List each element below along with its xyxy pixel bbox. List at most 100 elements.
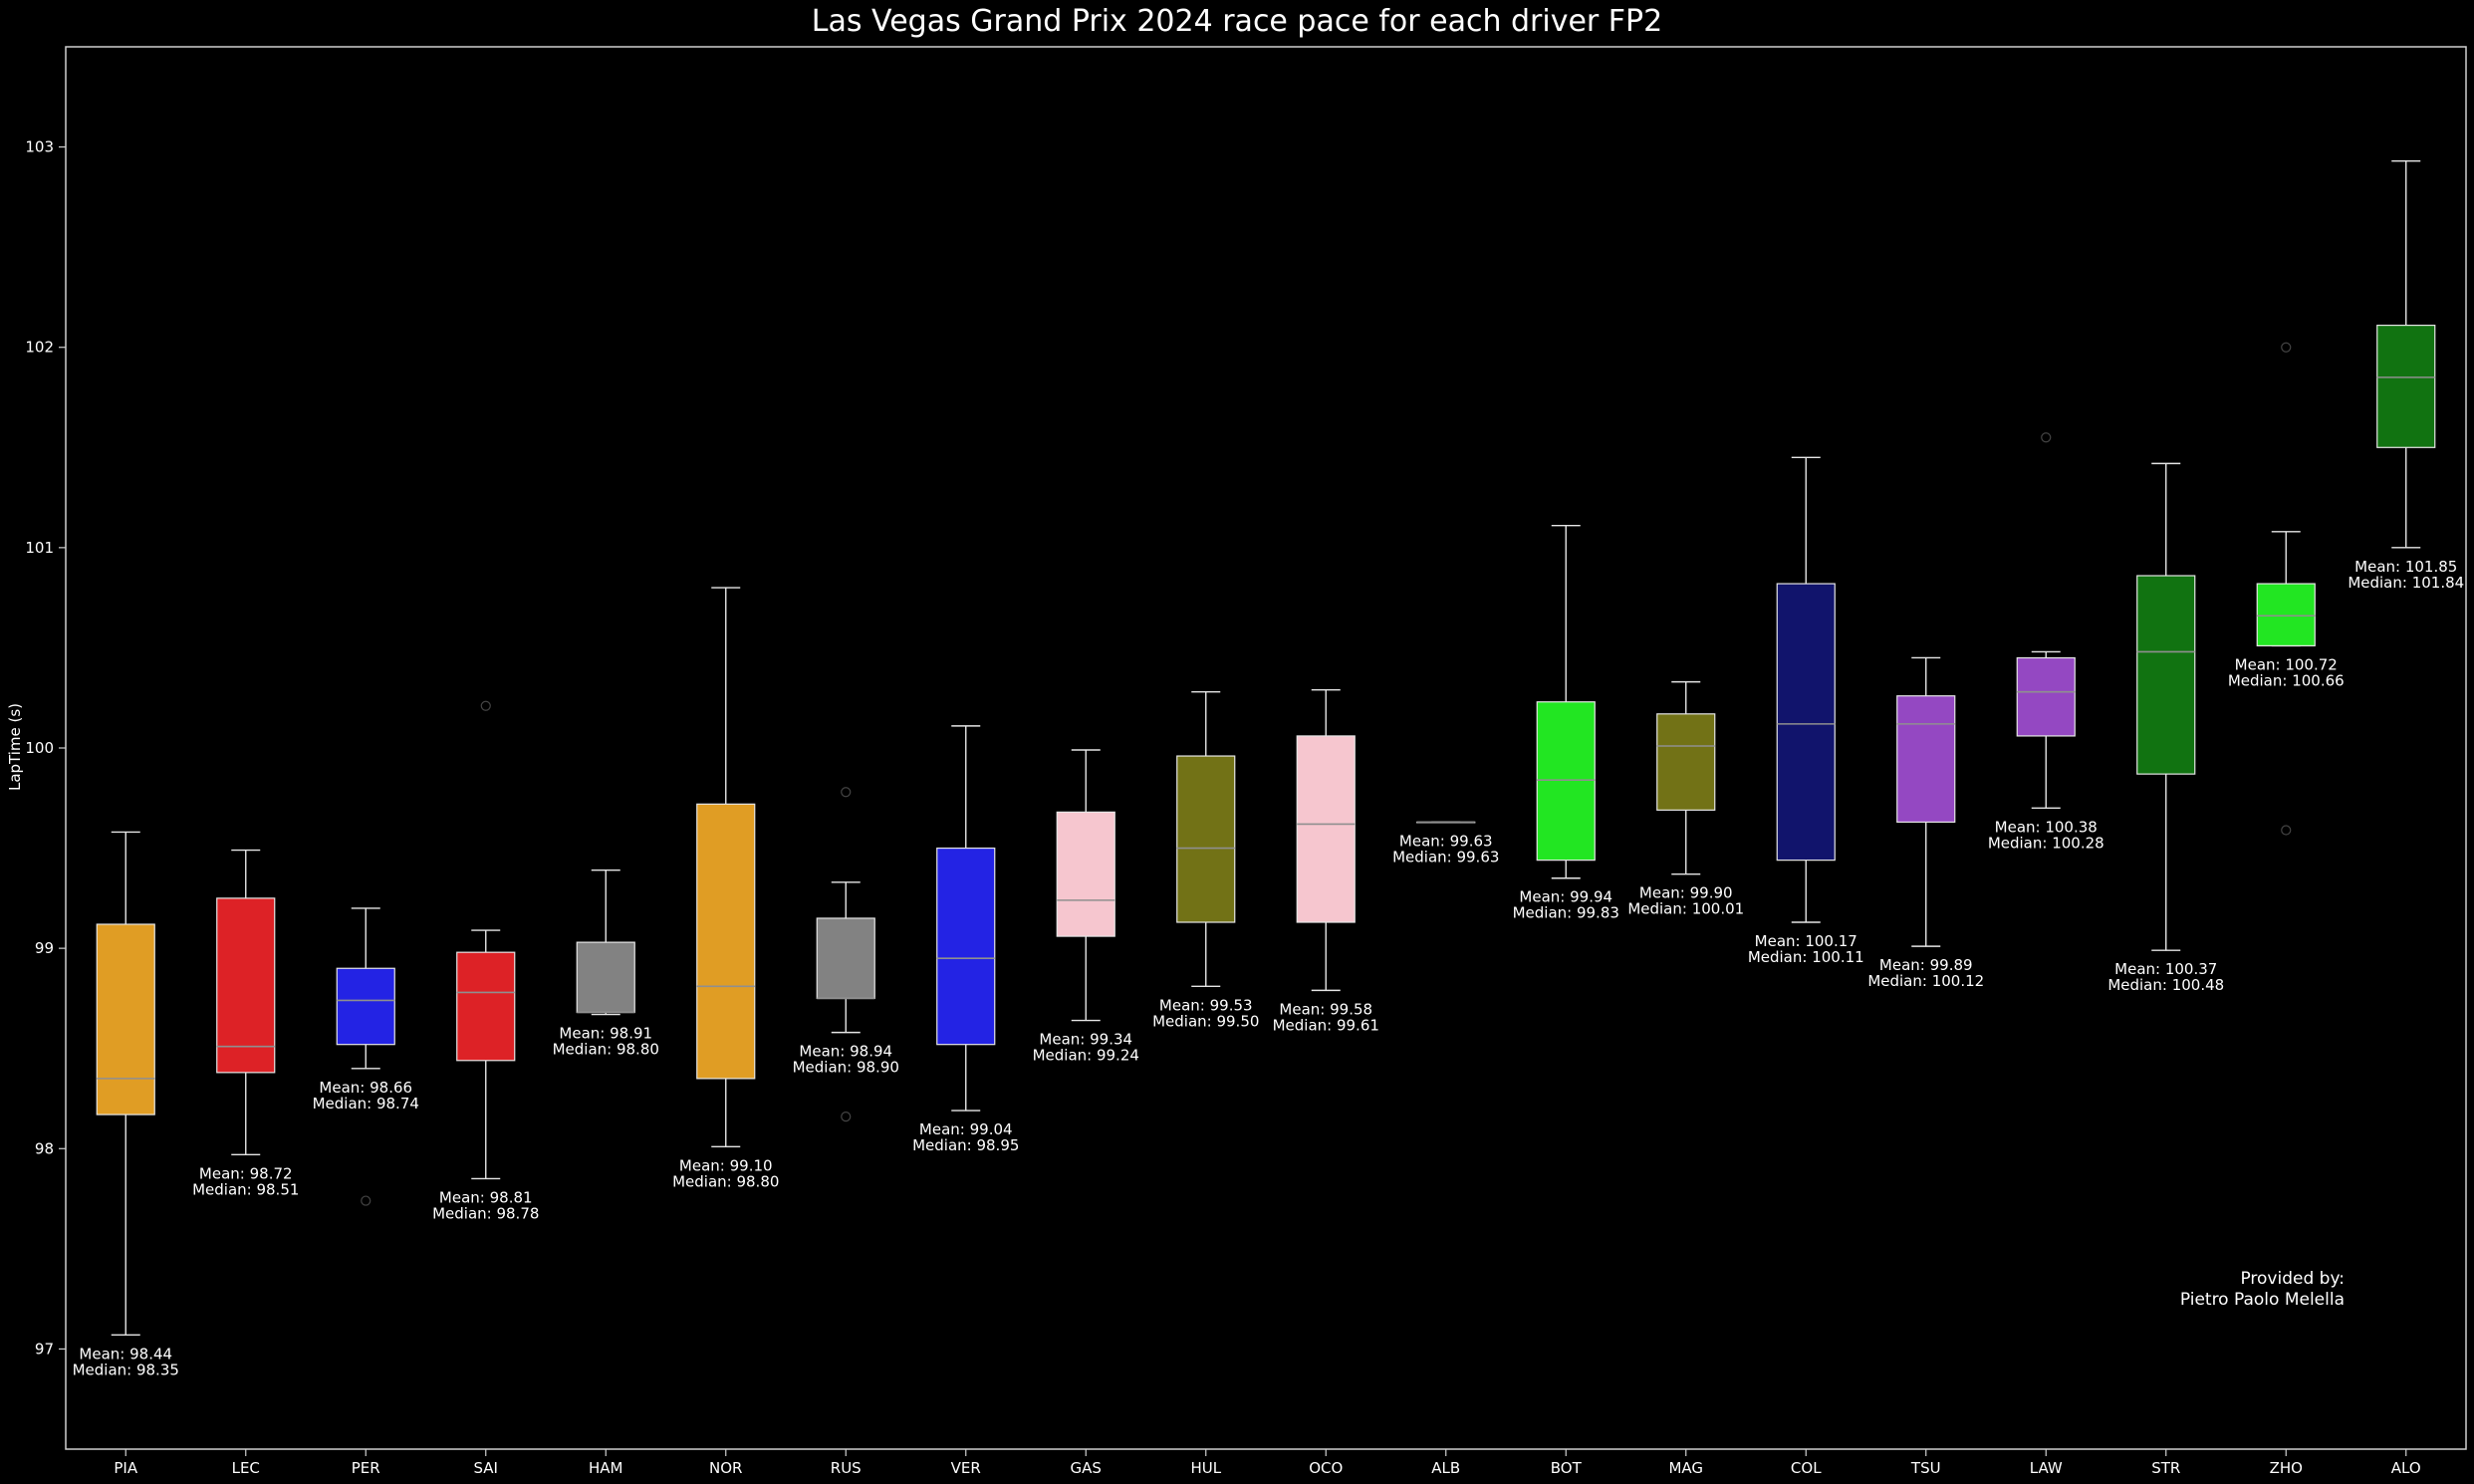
median-label: Median: 100.48	[2107, 976, 2224, 994]
iqr-box	[1056, 811, 1115, 937]
x-tick-label: RUS	[831, 1459, 862, 1477]
y-tick-label: 99	[35, 939, 54, 957]
median-label: Median: 99.24	[1033, 1047, 1139, 1065]
mean-label: Mean: 99.10	[679, 1156, 773, 1174]
mean-label: Mean: 98.72	[199, 1164, 293, 1182]
iqr-box	[96, 923, 155, 1115]
median-label: Median: 98.80	[672, 1172, 779, 1190]
median-label: Median: 100.11	[1748, 948, 1864, 966]
iqr-box	[2256, 583, 2316, 647]
y-axis: 97 98 99 100 101 102 103	[25, 138, 66, 1358]
median-label: Median: 100.28	[1988, 834, 2104, 852]
median-label: Median: 98.80	[553, 1041, 659, 1059]
median-label: Median: 100.12	[1867, 972, 1984, 990]
median-label: Median: 101.84	[2348, 574, 2464, 592]
outlier-point	[2281, 825, 2292, 836]
iqr-box	[2376, 324, 2436, 448]
credit-line-1: Provided by:	[2240, 1269, 2345, 1289]
median-label: Median: 98.78	[432, 1204, 539, 1222]
mean-label: Mean: 100.72	[2235, 655, 2338, 673]
plot-frame	[65, 46, 2467, 1450]
x-axis: PIA LEC PER SAI HAM NOR RUS VER GAS HUL OCO ALB BOT M…	[114, 1449, 2421, 1477]
iqr-box	[2016, 656, 2076, 737]
x-tick-label: GAS	[1071, 1459, 1102, 1477]
y-tick-label: 98	[35, 1139, 54, 1157]
x-tick-label: STR	[2151, 1459, 2180, 1477]
median-label: Median: 98.90	[793, 1059, 899, 1077]
median-label: Median: 99.83	[1513, 904, 1619, 922]
iqr-box	[216, 897, 276, 1074]
mean-label: Mean: 98.91	[559, 1025, 652, 1043]
median-label: Median: 98.74	[313, 1095, 419, 1113]
x-tick-label: ZHO	[2270, 1459, 2303, 1477]
mean-label: Mean: 98.81	[439, 1188, 533, 1206]
mean-label: Mean: 101.85	[2354, 558, 2457, 576]
x-tick-label: HUL	[1190, 1459, 1221, 1477]
outlier-point	[841, 1112, 852, 1122]
x-tick-label: HAM	[589, 1459, 622, 1477]
y-axis-label: LapTime (s)	[6, 703, 24, 791]
median-label: Median: 99.63	[1392, 848, 1499, 866]
median-label: Median: 98.51	[192, 1180, 299, 1198]
x-tick-label: OCO	[1309, 1459, 1343, 1477]
x-tick-label: COL	[1791, 1459, 1822, 1477]
mean-label: Mean: 99.58	[1279, 1000, 1372, 1018]
y-tick-label: 102	[25, 339, 54, 357]
credit-line-2: Pietro Paolo Melella	[2179, 1290, 2345, 1310]
outlier-point	[841, 787, 852, 798]
median-label: Median: 98.35	[73, 1360, 179, 1378]
iqr-box	[336, 967, 395, 1046]
iqr-box	[936, 847, 996, 1046]
median-label: Median: 98.95	[912, 1136, 1019, 1154]
x-tick-label: VER	[951, 1459, 981, 1477]
x-tick-label: PER	[352, 1459, 380, 1477]
median-label: Median: 99.50	[1152, 1012, 1259, 1030]
iqr-box	[2136, 575, 2196, 775]
iqr-box	[576, 941, 635, 1014]
y-tick-label: 100	[25, 739, 54, 757]
median-label: Median: 100.66	[2228, 671, 2345, 689]
mean-label: Mean: 98.94	[799, 1043, 892, 1061]
y-tick-label: 101	[25, 539, 54, 557]
outlier-point	[480, 700, 491, 711]
x-tick-label: PIA	[114, 1459, 137, 1477]
x-tick-label: MAG	[1668, 1459, 1703, 1477]
mean-label: Mean: 99.90	[1639, 884, 1733, 902]
y-tick-label: 103	[25, 138, 54, 156]
x-tick-label: BOT	[1551, 1459, 1583, 1477]
x-tick-label: SAI	[474, 1459, 499, 1477]
mean-label: Mean: 99.53	[1159, 996, 1253, 1014]
mean-label: Mean: 99.89	[1879, 956, 1973, 974]
mean-label: Mean: 100.38	[1995, 818, 2098, 836]
mean-label: Mean: 99.94	[1519, 888, 1612, 906]
outlier-point	[361, 1195, 371, 1206]
x-tick-label: NOR	[709, 1459, 742, 1477]
mean-label: Mean: 100.17	[1755, 932, 1857, 950]
iqr-box	[1296, 735, 1356, 923]
iqr-box	[1176, 755, 1236, 923]
iqr-box	[1656, 713, 1716, 811]
credit-note: Provided by: Pietro Paolo Melella	[2180, 1269, 2345, 1311]
outlier-point	[2041, 432, 2052, 443]
chart-title: Las Vegas Grand Prix 2024 race pace for …	[811, 4, 1663, 39]
mean-label: Mean: 99.04	[919, 1120, 1013, 1138]
x-tick-label: LAW	[2030, 1459, 2063, 1477]
y-tick-label: 97	[35, 1340, 54, 1358]
